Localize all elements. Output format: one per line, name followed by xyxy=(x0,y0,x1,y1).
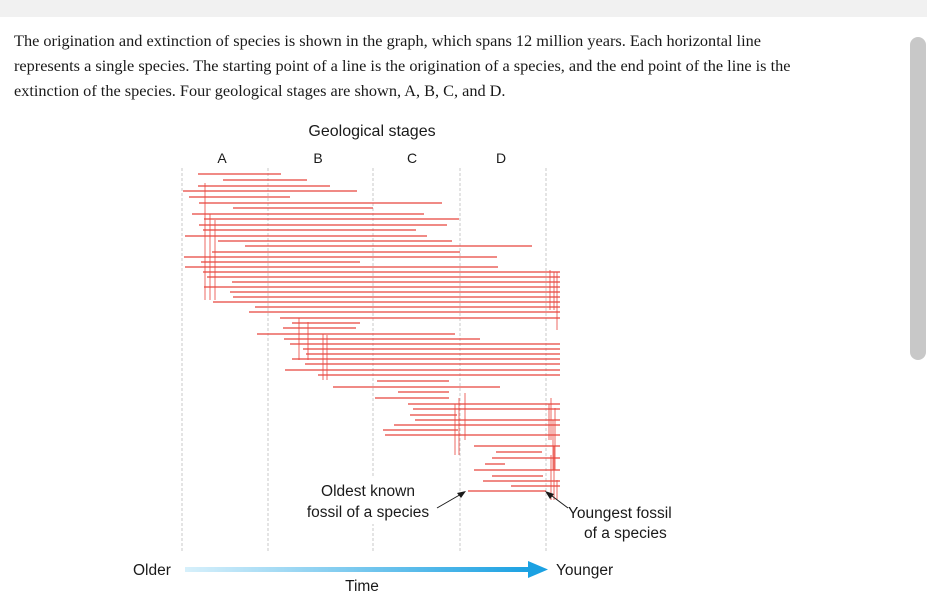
annotation-oldest-line-1: Oldest known xyxy=(321,483,415,500)
annotation-youngest: Youngest fossil of a species xyxy=(545,491,690,546)
intro-line-1: The origination and extinction of specie… xyxy=(14,31,761,50)
top-bar xyxy=(0,0,927,17)
annotation-oldest-bg xyxy=(298,478,436,524)
stage-label-c: C xyxy=(407,150,417,166)
annotation-oldest-arrow xyxy=(436,492,464,509)
intro-paragraph: The origination and extinction of specie… xyxy=(14,28,894,103)
stage-label-d: D xyxy=(496,150,506,166)
annotation-youngest-arrowhead xyxy=(545,491,554,499)
axis-label-time: Time xyxy=(345,578,379,595)
stage-label-a: A xyxy=(217,150,227,166)
time-arrow-shaft xyxy=(185,567,530,572)
time-arrowhead xyxy=(528,561,548,578)
axis-label-younger: Younger xyxy=(556,562,613,579)
annotation-oldest-arrowhead xyxy=(457,491,466,498)
axis-label-older: Older xyxy=(133,562,171,579)
scrollbar-track[interactable] xyxy=(909,17,927,601)
annotation-youngest-line-2: of a species xyxy=(584,525,667,542)
figure-title: Geological stages xyxy=(308,123,435,140)
annotation-youngest-bg xyxy=(566,500,690,546)
scrollbar-thumb[interactable] xyxy=(910,37,926,360)
annotation-oldest-line-2: fossil of a species xyxy=(307,504,430,521)
annotation-youngest-line-1: Youngest fossil xyxy=(568,505,672,522)
species-lines xyxy=(183,173,560,500)
intro-line-3: extinction of the species. Four geologic… xyxy=(14,81,506,100)
stage-label-b: B xyxy=(313,150,322,166)
annotation-oldest: Oldest known fossil of a species xyxy=(298,478,466,524)
intro-line-2: represents a single species. The startin… xyxy=(14,56,791,75)
